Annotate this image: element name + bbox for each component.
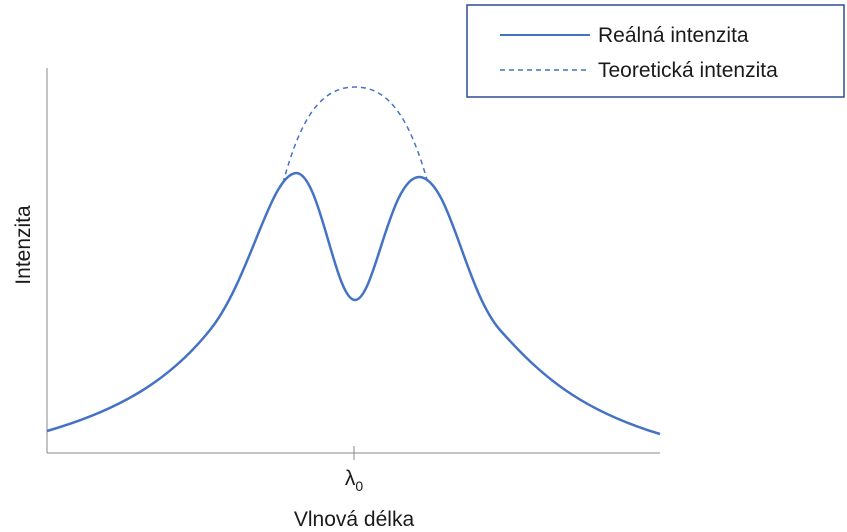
y-axis-label: Intenzita [12,205,35,285]
legend-label: Teoretická intenzita [598,59,778,82]
legend-label: Reálná intenzita [598,24,749,47]
tick-symbol: λ [345,467,356,490]
x-axis-label: Vlnová délka [294,508,415,531]
theoretical-curve [282,86,429,184]
real-curve [46,171,661,436]
tick-subscript: 0 [355,478,363,494]
legend-box [466,4,845,98]
x-tick-label: λ0 [345,467,364,494]
